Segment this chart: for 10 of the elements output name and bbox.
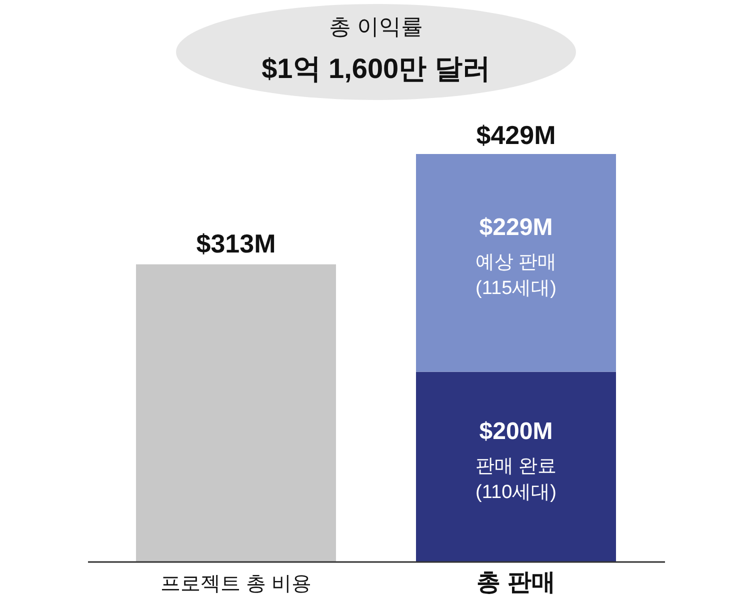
series-label: 예상 판매 (115세대) bbox=[475, 252, 557, 299]
x-tick-label: 프로젝트 총 비용 bbox=[160, 573, 312, 595]
chart-title: 총 이익률 bbox=[328, 14, 424, 39]
series-label: 판매 완료 (110세대) bbox=[475, 456, 557, 503]
data-label: $229M bbox=[479, 214, 553, 241]
x-tick-label: 총 판매 bbox=[476, 569, 556, 596]
total-label: $429M bbox=[476, 120, 556, 150]
chart-subtitle: $1억 1,600만 달러 bbox=[262, 53, 490, 84]
data-label: $200M bbox=[479, 418, 553, 445]
data-label: $313M bbox=[196, 228, 276, 258]
